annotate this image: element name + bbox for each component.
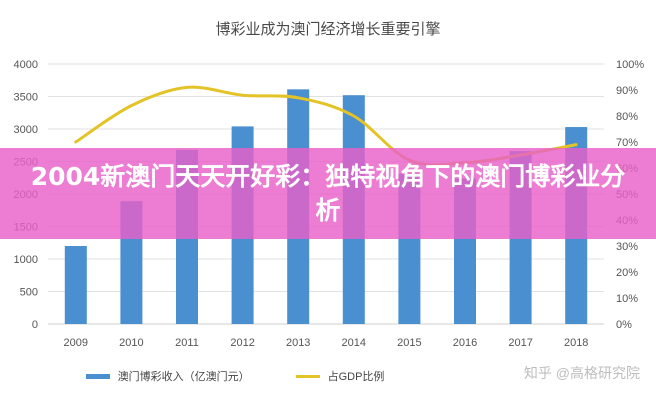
y-right-tick-label: 90% (616, 85, 638, 97)
x-tick-label: 2010 (119, 337, 143, 349)
chart-legend: 澳门博彩收入（亿澳门元） 占GDP比例 (0, 366, 470, 386)
y-left-tick-label: 3000 (14, 124, 38, 136)
y-right-tick-label: 30% (616, 241, 638, 253)
legend-label-revenue: 澳门博彩收入（亿澳门元） (117, 371, 250, 383)
y-left-tick-label: 500 (20, 287, 38, 299)
legend-item-revenue: 澳门博彩收入（亿澳门元） (85, 368, 250, 384)
y-left-tick-label: 4000 (14, 59, 38, 71)
y-left-tick-label: 0 (32, 319, 38, 331)
x-tick-label: 2013 (286, 337, 310, 349)
headline-banner: 2004新澳门天天开好彩：独特视角下的澳门博彩业分析 (0, 148, 656, 239)
x-tick-label: 2009 (64, 337, 88, 349)
y-right-tick-label: 80% (616, 111, 638, 123)
legend-swatch-bar (85, 373, 110, 379)
y-right-tick-label: 0% (616, 319, 632, 331)
chart-title: 博彩业成为澳门经济增长重要引擎 (215, 21, 441, 38)
y-right-tick-label: 20% (616, 267, 638, 279)
legend-label-gdp-share: 占GDP比例 (327, 371, 385, 383)
y-right-tick-label: 10% (616, 293, 638, 305)
x-tick-label: 2018 (564, 337, 588, 349)
y-left-tick-label: 1000 (14, 254, 38, 266)
x-tick-label: 2017 (508, 337, 532, 349)
y-right-tick-label: 70% (616, 137, 638, 149)
y-left-tick-label: 3500 (14, 92, 38, 104)
bar-revenue (64, 246, 87, 324)
watermark: 知乎 @高格研究院 (523, 365, 640, 381)
legend-item-gdp-share: 占GDP比例 (295, 368, 385, 384)
x-tick-label: 2015 (397, 337, 421, 349)
x-tick-label: 2011 (175, 337, 199, 349)
x-tick-label: 2012 (230, 337, 254, 349)
legend-swatch-line (295, 374, 320, 378)
x-tick-label: 2014 (342, 337, 366, 349)
headline-text: 2004新澳门天天开好彩：独特视角下的澳门博彩业分析 (30, 161, 626, 225)
x-tick-label: 2016 (453, 337, 477, 349)
y-right-tick-label: 100% (616, 59, 644, 71)
